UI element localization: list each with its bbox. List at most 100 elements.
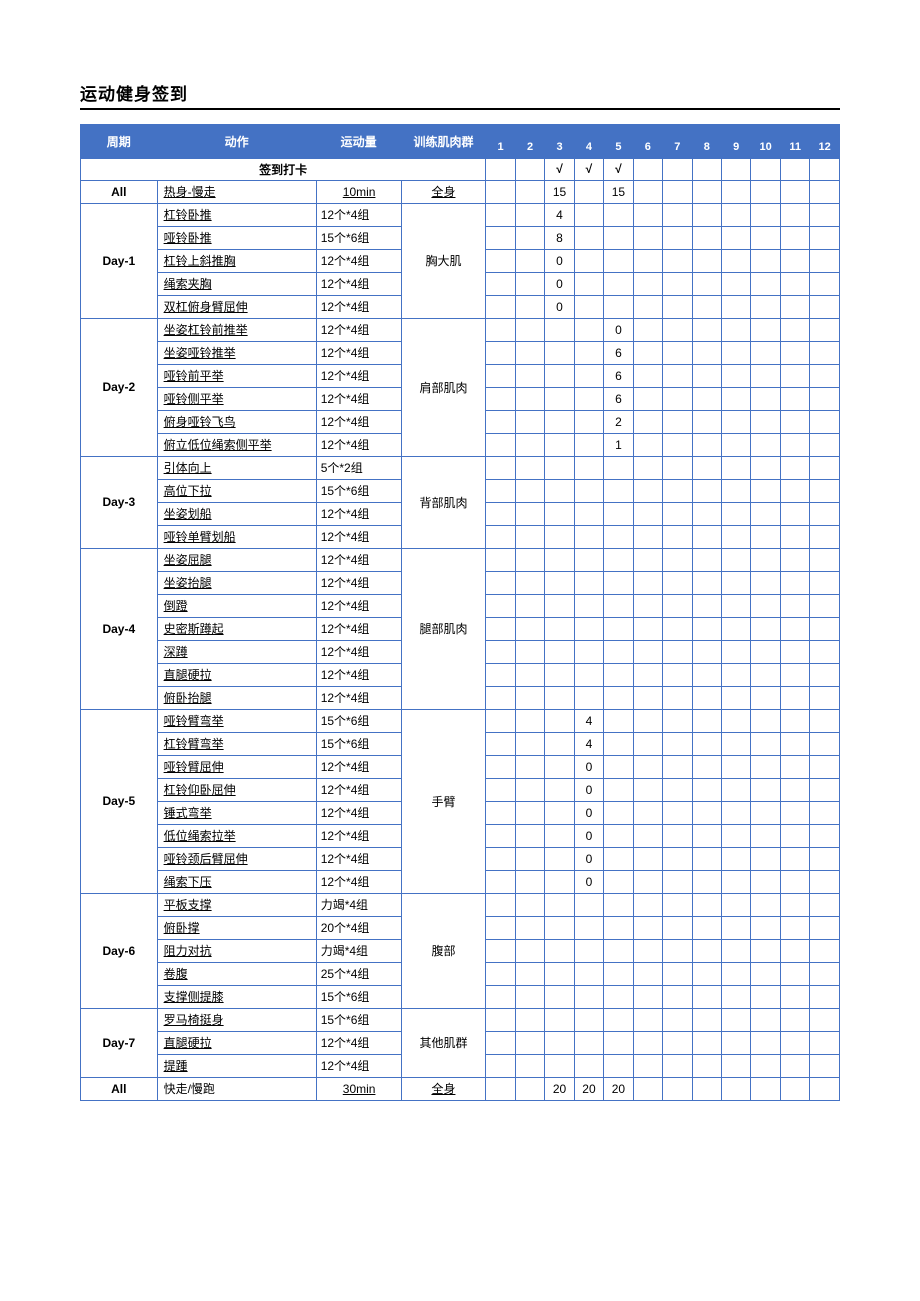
day-cell-10 [751,732,780,755]
day-cell-5 [604,985,633,1008]
day-cell-1 [486,341,515,364]
day-cell-5 [604,548,633,571]
day-cell-1 [486,410,515,433]
day-cell-4 [574,1031,603,1054]
day-cell-7 [663,1077,692,1100]
volume-cell: 12个*4组 [316,801,401,824]
day-cell-9 [722,985,751,1008]
day-cell-8 [692,341,721,364]
day-cell-5 [604,709,633,732]
day-cell-8 [692,249,721,272]
day-cell-9 [722,180,751,203]
day-cell-2 [515,364,544,387]
day-cell-4 [574,341,603,364]
exercise-cell: 热身-慢走 [157,180,316,203]
day-cell-10 [751,824,780,847]
day-cell-1 [486,617,515,640]
header-period: 周期 [81,125,158,158]
day-cell-1 [486,709,515,732]
day-cell-3 [545,341,574,364]
day-cell-9 [722,571,751,594]
volume-cell: 12个*4组 [316,571,401,594]
day-cell-2 [515,571,544,594]
exercise-cell: 哑铃臂弯举 [157,709,316,732]
volume-cell: 12个*4组 [316,663,401,686]
day-cell-10 [751,456,780,479]
volume-cell: 25个*4组 [316,962,401,985]
day-cell-12 [810,433,840,456]
day-cell-12 [810,226,840,249]
day-cell-6 [633,594,662,617]
day-cell-10 [751,364,780,387]
volume-cell: 20个*4组 [316,916,401,939]
exercise-cell: 罗马椅挺身 [157,1008,316,1031]
day-cell-1 [486,525,515,548]
day-cell-3: 0 [545,249,574,272]
volume-cell: 12个*4组 [316,249,401,272]
day-cell-2 [515,709,544,732]
day-cell-3 [545,870,574,893]
day-cell-5 [604,686,633,709]
day-cell-3 [545,1031,574,1054]
header-row: 周期 动作 运动量 训练肌肉群 [81,125,840,135]
day-cell-1 [486,571,515,594]
day-cell-6 [633,387,662,410]
day-cell-6 [633,663,662,686]
day-cell-9 [722,939,751,962]
day-cell-12 [810,778,840,801]
day-cell-12 [810,387,840,410]
day-cell-7 [663,364,692,387]
page-title: 运动健身签到 [80,80,840,110]
day-cell-5: 20 [604,1077,633,1100]
signin-cell-11 [780,158,809,180]
day-cell-8 [692,801,721,824]
volume-cell: 12个*4组 [316,272,401,295]
day-cell-9 [722,732,751,755]
day-cell-6 [633,1008,662,1031]
volume-cell: 12个*4组 [316,341,401,364]
day-cell-2 [515,387,544,410]
day-cell-11 [780,778,809,801]
day-cell-2 [515,456,544,479]
table-body: 签到打卡√√√All热身-慢走10min全身1515Day-1杠铃卧推12个*4… [81,158,840,1100]
day-cell-9 [722,801,751,824]
day-cell-10 [751,502,780,525]
day-cell-7 [663,686,692,709]
day-cell-10 [751,180,780,203]
volume-cell: 12个*4组 [316,847,401,870]
volume-cell: 12个*4组 [316,686,401,709]
muscle-cell: 全身 [401,1077,486,1100]
day-cell-3: 15 [545,180,574,203]
day-cell-11 [780,686,809,709]
day-cell-3: 0 [545,295,574,318]
day-cell-9 [722,916,751,939]
exercise-cell: 坐姿哑铃推举 [157,341,316,364]
day-cell-5 [604,249,633,272]
day-cell-3 [545,755,574,778]
table-row: Day-7罗马椅挺身15个*6组其他肌群 [81,1008,840,1031]
day-cell-7 [663,939,692,962]
day-cell-5 [604,640,633,663]
day-cell-9 [722,295,751,318]
day-cell-8 [692,663,721,686]
day-cell-4 [574,525,603,548]
day-cell-1 [486,594,515,617]
day-cell-3 [545,410,574,433]
header-day-7: 7 [663,135,692,158]
muscle-cell: 背部肌肉 [401,456,486,548]
day-cell-5 [604,571,633,594]
day-cell-9 [722,387,751,410]
day-cell-6 [633,295,662,318]
volume-cell: 12个*4组 [316,502,401,525]
day-cell-10 [751,755,780,778]
day-cell-4 [574,318,603,341]
day-cell-5 [604,893,633,916]
day-cell-9 [722,502,751,525]
day-cell-12 [810,548,840,571]
day-cell-11 [780,962,809,985]
exercise-cell: 直腿硬拉 [157,1031,316,1054]
day-cell-10 [751,893,780,916]
day-cell-7 [663,824,692,847]
volume-cell: 12个*4组 [316,203,401,226]
day-cell-12 [810,1008,840,1031]
